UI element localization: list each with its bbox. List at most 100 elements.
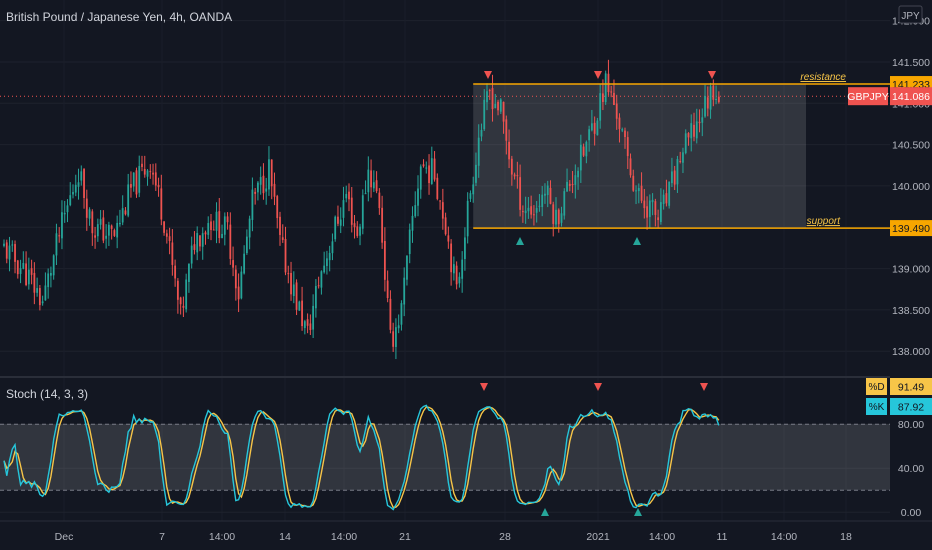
candle-body [395, 327, 397, 347]
candle-body [693, 124, 695, 137]
candle-body [36, 288, 39, 293]
candle-body [574, 175, 577, 185]
candle-body [350, 197, 353, 225]
candle-body [541, 194, 544, 208]
candle-body [480, 129, 483, 137]
candle-body [135, 170, 138, 195]
candle-body [582, 146, 585, 156]
candle-body [262, 175, 265, 194]
candle-body [590, 123, 593, 131]
candle-series [3, 59, 720, 360]
candle-body [430, 158, 433, 185]
candle-body [149, 171, 152, 173]
candle-body [303, 321, 306, 329]
candle-body [157, 184, 160, 188]
candle-body [245, 236, 248, 254]
swing-high-marker [708, 71, 716, 79]
candle-body [698, 121, 701, 124]
candle-body [160, 188, 163, 220]
candle-body [232, 260, 234, 268]
candle-body [22, 262, 25, 269]
stoch-tick-label: 80.00 [898, 419, 924, 431]
stoch-title: Stoch (14, 3, 3) [6, 387, 88, 401]
candle-body [110, 225, 113, 229]
candle-body [687, 133, 690, 138]
candle-body [165, 233, 168, 237]
candle-body [63, 212, 66, 215]
candle-body [33, 272, 36, 293]
candle-body [648, 200, 651, 218]
candle-body [320, 271, 323, 288]
candle-body [298, 301, 301, 311]
time-axis[interactable] [0, 521, 932, 550]
candle-body [441, 202, 444, 219]
candle-body [337, 216, 339, 224]
candle-body [469, 193, 472, 199]
time-tick-label: 28 [499, 531, 511, 543]
candle-body [121, 208, 124, 223]
candle-body [411, 215, 414, 231]
candle-body [604, 73, 607, 103]
candle-body [5, 242, 8, 259]
stoch-low-marker [634, 508, 642, 516]
candle-body [323, 265, 326, 273]
resistance-label: resistance [800, 72, 846, 83]
candle-body [229, 224, 232, 259]
candle-body [16, 260, 19, 275]
candle-body [80, 171, 83, 181]
candle-body [673, 170, 676, 185]
price-grid [0, 20, 890, 352]
candle-body [618, 117, 621, 130]
candle-body [516, 175, 519, 177]
candle-body [643, 200, 646, 209]
candle-body [312, 305, 315, 330]
stoch-high-marker [594, 383, 602, 391]
candle-body [58, 235, 61, 237]
candle-body [226, 216, 229, 223]
price-tick-label: 138.500 [892, 305, 930, 317]
candle-body [132, 172, 135, 187]
svg-text:141.086: 141.086 [892, 91, 930, 103]
candle-body [52, 255, 55, 276]
candle-body [682, 152, 684, 163]
stoch-k-line [3, 404, 720, 511]
candle-body [406, 255, 408, 280]
candle-body [544, 193, 546, 196]
svg-text:%D: %D [868, 382, 884, 393]
candle-body [452, 264, 455, 274]
candle-body [99, 219, 102, 225]
candle-body [188, 263, 190, 282]
candle-body [458, 276, 461, 284]
candle-body [356, 226, 359, 236]
candle-body [610, 91, 613, 93]
time-tick-label: 14:00 [771, 531, 797, 543]
candle-body [640, 185, 643, 201]
candle-body [331, 241, 334, 254]
candle-body [182, 305, 185, 308]
candle-body [301, 300, 303, 327]
candle-body [615, 103, 618, 119]
candle-body [535, 208, 538, 213]
candle-body [77, 182, 80, 187]
candle-body [199, 235, 201, 247]
candle-body [419, 166, 422, 190]
candle-body [524, 210, 527, 214]
candle-body [152, 172, 154, 175]
candle-body [585, 141, 588, 157]
currency-badge[interactable] [898, 5, 923, 24]
candle-body [571, 184, 574, 186]
candle-body [210, 221, 212, 230]
candle-body [193, 244, 196, 250]
candle-body [50, 273, 52, 276]
candle-body [30, 268, 33, 275]
candle-body [85, 198, 88, 218]
candle-body [546, 185, 549, 196]
candle-body [342, 200, 345, 218]
candle-body [259, 177, 262, 185]
candle-body [704, 96, 706, 117]
candle-body [281, 237, 284, 240]
candle-body [27, 269, 30, 285]
candle-body [428, 165, 430, 184]
